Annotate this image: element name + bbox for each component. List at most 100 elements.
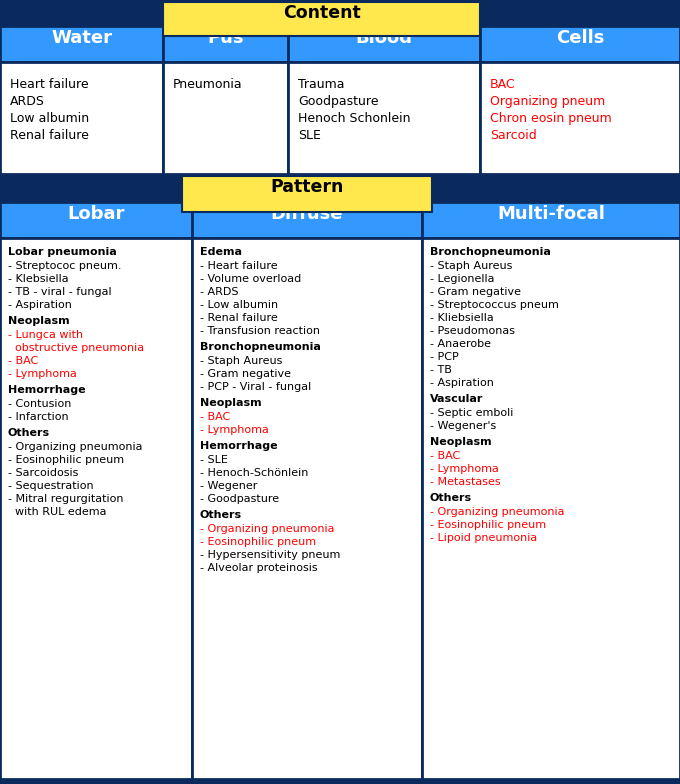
Text: Water: Water: [51, 29, 112, 47]
Text: - Eosinophilic pneum: - Eosinophilic pneum: [200, 537, 316, 547]
Text: Others: Others: [200, 510, 242, 520]
Text: Hemorrhage: Hemorrhage: [8, 385, 86, 395]
Text: Pus: Pus: [207, 29, 243, 47]
Text: Pattern: Pattern: [271, 178, 343, 196]
Text: - Wegener: - Wegener: [200, 481, 257, 491]
Text: - Renal failure: - Renal failure: [200, 313, 277, 323]
Text: Hemorrhage: Hemorrhage: [200, 441, 277, 451]
Text: BAC: BAC: [490, 78, 515, 91]
Text: - SLE: - SLE: [200, 455, 228, 465]
Text: - Heart failure: - Heart failure: [200, 261, 277, 271]
Text: - Metastases: - Metastases: [430, 477, 500, 487]
Text: - TB: - TB: [430, 365, 452, 375]
Text: Lobar: Lobar: [67, 205, 124, 223]
Text: Renal failure: Renal failure: [10, 129, 89, 142]
Text: - Sequestration: - Sequestration: [8, 481, 94, 491]
Text: - Kliebsiella: - Kliebsiella: [430, 313, 494, 323]
Bar: [480, 62, 680, 174]
Text: Content: Content: [283, 4, 360, 22]
Text: - Lymphoma: - Lymphoma: [200, 425, 269, 435]
Text: Vascular: Vascular: [430, 394, 483, 404]
Text: - Staph Aureus: - Staph Aureus: [430, 261, 512, 271]
Text: - Henoch-Schönlein: - Henoch-Schönlein: [200, 468, 308, 478]
Bar: [192, 202, 422, 238]
Text: - Alveolar proteinosis: - Alveolar proteinosis: [200, 563, 318, 573]
Text: - Lymphoma: - Lymphoma: [430, 464, 499, 474]
Text: Neoplasm: Neoplasm: [430, 437, 492, 447]
Text: - Volume overload: - Volume overload: [200, 274, 301, 284]
Text: Cells: Cells: [556, 29, 605, 47]
Text: - Eosinophilic pneum: - Eosinophilic pneum: [8, 455, 124, 465]
Text: Bronchopneumonia: Bronchopneumonia: [430, 247, 551, 257]
Text: obstructive pneumonia: obstructive pneumonia: [8, 343, 144, 353]
Text: Edema: Edema: [200, 247, 242, 257]
Text: - Transfusion reaction: - Transfusion reaction: [200, 326, 320, 336]
Text: Low albumin: Low albumin: [10, 112, 89, 125]
Bar: [163, 2, 480, 36]
Bar: [0, 238, 192, 779]
Text: - Goodpasture: - Goodpasture: [200, 494, 279, 504]
Text: - Organizing pneumonia: - Organizing pneumonia: [430, 507, 564, 517]
Text: Diffuse: Diffuse: [271, 205, 343, 223]
Bar: [163, 26, 288, 62]
Text: - Low albumin: - Low albumin: [200, 300, 278, 310]
Text: Lobar pneumonia: Lobar pneumonia: [8, 247, 117, 257]
Text: - Lymphoma: - Lymphoma: [8, 369, 77, 379]
Text: Others: Others: [430, 493, 472, 503]
Text: - Lipoid pneumonia: - Lipoid pneumonia: [430, 533, 537, 543]
Text: - Pseudomonas: - Pseudomonas: [430, 326, 515, 336]
Bar: [0, 62, 163, 174]
Text: - Organizing pneumonia: - Organizing pneumonia: [8, 442, 143, 452]
Text: - Infarction: - Infarction: [8, 412, 69, 422]
Text: Heart failure: Heart failure: [10, 78, 88, 91]
Text: - Mitral regurgitation: - Mitral regurgitation: [8, 494, 124, 504]
Text: Pneumonia: Pneumonia: [173, 78, 243, 91]
Text: - Gram negative: - Gram negative: [430, 287, 521, 297]
Text: - PCP: - PCP: [430, 352, 459, 362]
Text: - Septic emboli: - Septic emboli: [430, 408, 513, 418]
Text: Organizing pneum: Organizing pneum: [490, 95, 605, 108]
Text: - Streptococcus pneum: - Streptococcus pneum: [430, 300, 559, 310]
Text: - Klebsiella: - Klebsiella: [8, 274, 69, 284]
Text: - BAC: - BAC: [430, 451, 460, 461]
Text: - Streptococ pneum.: - Streptococ pneum.: [8, 261, 122, 271]
Bar: [192, 238, 422, 779]
Text: - Aspiration: - Aspiration: [430, 378, 494, 388]
Text: Blood: Blood: [356, 29, 413, 47]
Text: - Lungca with: - Lungca with: [8, 330, 83, 340]
Text: - Anaerobe: - Anaerobe: [430, 339, 491, 349]
Text: Multi-focal: Multi-focal: [497, 205, 605, 223]
Text: - BAC: - BAC: [200, 412, 231, 422]
Text: - Sarcoidosis: - Sarcoidosis: [8, 468, 78, 478]
Bar: [163, 62, 288, 174]
Text: Neoplasm: Neoplasm: [200, 398, 262, 408]
Text: Henoch Schonlein: Henoch Schonlein: [298, 112, 411, 125]
Bar: [0, 26, 680, 62]
Bar: [0, 202, 192, 238]
Bar: [182, 176, 432, 212]
Bar: [0, 26, 163, 62]
Bar: [422, 202, 680, 238]
Text: Neoplasm: Neoplasm: [8, 316, 69, 326]
Text: - Aspiration: - Aspiration: [8, 300, 72, 310]
Text: - TB - viral - fungal: - TB - viral - fungal: [8, 287, 112, 297]
Text: Goodpasture: Goodpasture: [298, 95, 379, 108]
Text: Trauma: Trauma: [298, 78, 345, 91]
Text: with RUL edema: with RUL edema: [8, 507, 107, 517]
Text: - Hypersensitivity pneum: - Hypersensitivity pneum: [200, 550, 341, 560]
Text: - Legionella: - Legionella: [430, 274, 494, 284]
Bar: [288, 26, 480, 62]
Text: Chron eosin pneum: Chron eosin pneum: [490, 112, 612, 125]
Bar: [480, 26, 680, 62]
Text: Sarcoid: Sarcoid: [490, 129, 537, 142]
Text: - Contusion: - Contusion: [8, 399, 71, 409]
Text: SLE: SLE: [298, 129, 321, 142]
Text: Bronchopneumonia: Bronchopneumonia: [200, 342, 321, 352]
Text: - Organizing pneumonia: - Organizing pneumonia: [200, 524, 335, 534]
Text: - Gram negative: - Gram negative: [200, 369, 291, 379]
Text: Others: Others: [8, 428, 50, 438]
Text: - ARDS: - ARDS: [200, 287, 239, 297]
Text: - Wegener's: - Wegener's: [430, 421, 496, 431]
Text: - PCP - Viral - fungal: - PCP - Viral - fungal: [200, 382, 311, 392]
Bar: [422, 238, 680, 779]
